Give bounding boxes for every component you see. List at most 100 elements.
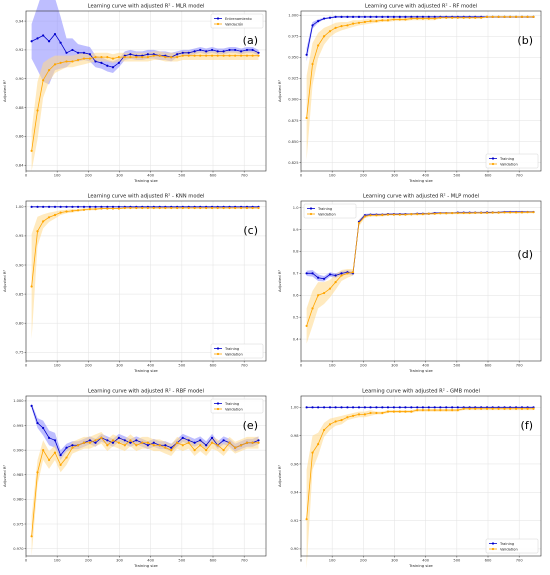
data-point: [427, 15, 430, 18]
data-point: [158, 54, 161, 57]
x-tick-label: 0: [25, 174, 28, 178]
data-point: [59, 41, 62, 44]
x-tick-label: 700: [516, 559, 524, 563]
panel-c: 0 100 200 300 400 500 600 700 0.75 0.80 0.85 0.90 0.…: [0, 190, 272, 376]
data-point: [351, 406, 355, 409]
data-point: [311, 307, 314, 310]
data-point: [468, 16, 471, 19]
y-tick-label: 0.85: [15, 292, 23, 296]
y-tick-label: 0.98: [290, 434, 299, 438]
data-point: [485, 407, 489, 410]
data-point: [222, 206, 225, 210]
y-tick-label: 0.900: [288, 98, 299, 102]
data-point: [386, 410, 390, 413]
y-tick-label: 0.850: [288, 140, 299, 144]
data-point: [456, 406, 459, 409]
data-point: [351, 22, 355, 25]
data-point: [398, 213, 401, 216]
data-point: [65, 446, 68, 449]
data-point: [468, 211, 471, 215]
series-line-validation: [31, 437, 259, 537]
data-point: [47, 458, 51, 462]
data-point: [135, 56, 138, 59]
data-point: [82, 208, 86, 211]
data-point: [445, 212, 448, 215]
data-point: [421, 409, 424, 412]
y-tick-label: 0.970: [13, 547, 24, 551]
legend-entry: Training: [224, 402, 239, 406]
x-tick-label: 200: [85, 364, 93, 368]
data-point: [82, 205, 86, 208]
data-point: [363, 215, 366, 218]
panel-label: (c): [243, 224, 258, 237]
data-point: [193, 441, 196, 444]
x-axis-label: Training size: [133, 368, 158, 373]
data-point: [106, 207, 109, 210]
legend-box: [210, 343, 264, 359]
data-point: [369, 406, 372, 409]
series-line-validation: [306, 408, 534, 520]
data-point: [36, 205, 39, 208]
data-point: [456, 211, 459, 215]
data-point: [317, 294, 320, 297]
data-point: [53, 63, 57, 66]
data-point: [245, 48, 249, 52]
data-point: [199, 439, 202, 442]
axes-frame: [300, 200, 542, 362]
data-point: [334, 26, 337, 29]
data-point: [433, 406, 436, 409]
data-point: [416, 409, 419, 412]
data-point: [381, 213, 384, 217]
confidence-band-validation: [31, 51, 259, 171]
y-tick-label: 0.990: [13, 448, 24, 452]
data-point: [451, 211, 454, 215]
data-point: [439, 409, 442, 412]
y-tick-label: 0.875: [288, 119, 298, 123]
data-point: [311, 272, 314, 275]
data-point: [381, 411, 384, 415]
data-point: [65, 456, 68, 459]
data-point: [462, 211, 465, 215]
data-point: [322, 277, 326, 280]
data-point: [146, 441, 149, 444]
y-tick-label: 0.90: [290, 547, 299, 551]
data-point: [36, 37, 39, 40]
data-point: [106, 64, 109, 67]
x-tick-label: 200: [85, 559, 93, 563]
data-point: [357, 21, 361, 24]
x-tick-label: 100: [54, 559, 62, 563]
data-point: [164, 446, 167, 449]
data-point: [36, 421, 39, 425]
data-point: [65, 210, 68, 213]
data-point: [170, 56, 173, 59]
data-point: [251, 441, 254, 444]
data-point: [328, 423, 332, 426]
data-point: [65, 60, 68, 63]
data-point: [71, 444, 74, 447]
legend-entry: Validation: [500, 162, 518, 166]
data-point: [76, 444, 80, 447]
chart-title: Learning curve with adjusted R² - KNN mo…: [88, 194, 205, 200]
y-tick-label: 1.000: [288, 14, 299, 18]
x-tick-label: 400: [147, 559, 155, 563]
data-point: [59, 211, 62, 214]
data-point: [129, 206, 132, 210]
y-tick-label: 0.5: [293, 315, 299, 319]
data-point: [251, 206, 254, 210]
panel-d: 0 100 200 300 400 500 600 700 0.4 0.5 0.6 0.7 0.8 0.9…: [275, 190, 547, 376]
data-point: [170, 206, 173, 210]
data-point: [216, 54, 219, 57]
data-point: [386, 15, 390, 18]
data-point: [451, 409, 454, 412]
x-tick-label: 300: [116, 364, 124, 368]
y-tick-label: 0.975: [288, 35, 298, 39]
data-point: [468, 407, 471, 410]
data-point: [94, 205, 97, 208]
x-tick-label: 300: [391, 174, 399, 178]
y-tick-label: 0.975: [13, 522, 23, 526]
data-point: [503, 15, 506, 18]
data-point: [532, 15, 535, 18]
